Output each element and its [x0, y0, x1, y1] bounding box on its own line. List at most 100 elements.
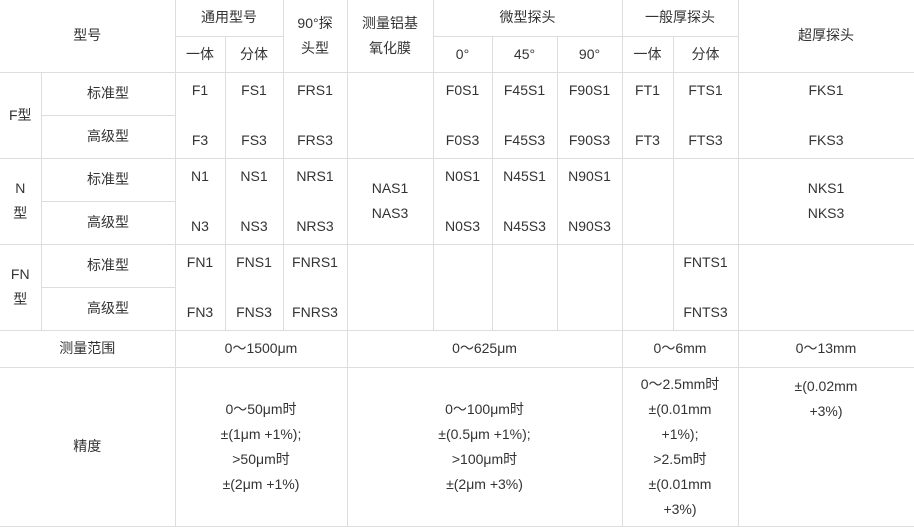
header-thick-split: 分体 [672, 35, 739, 73]
model-code: FNTS3 [683, 304, 728, 320]
group-row-advanced: 高级型 [0, 286, 914, 331]
model-code: NAS1 [371, 180, 409, 196]
precision-line: ±(0.02mm [794, 377, 858, 394]
range-ultra-thick: 0～13mm [737, 330, 914, 368]
header-model: 型号 [0, 0, 176, 73]
model-code: F45S1 [503, 82, 546, 98]
model-cell-micro-0: F0S1 F0S3 [432, 72, 493, 159]
precision-line: 0～50μm时 [225, 400, 297, 417]
header-alumina: 测量铝基 氧化膜 [346, 0, 434, 73]
model-code: FRS3 [297, 132, 333, 148]
model-code: FNRS3 [292, 304, 338, 320]
group-name: FN 型 [0, 243, 42, 331]
model-code: FNS3 [236, 304, 272, 320]
group-row-advanced: 高级型 [0, 114, 914, 159]
header-general-split: 分体 [224, 35, 284, 73]
model-cell-general-split: FNS1 FNS3 [224, 243, 284, 331]
variant-advanced: 高级型 [41, 200, 176, 245]
model-code: FNS1 [236, 254, 272, 270]
range-normal-thick: 0～6mm [621, 330, 739, 368]
model-code: F0S3 [445, 132, 480, 148]
precision-line: +3%) [663, 500, 697, 517]
header-normal-thick: 一般厚探头 [621, 0, 739, 37]
header-micro: 微型探头 [432, 0, 623, 37]
variant-standard: 标准型 [40, 243, 176, 288]
header-micro-90: 90° [556, 35, 623, 73]
variant-advanced: 高级型 [41, 286, 176, 331]
variant-advanced: 高级型 [41, 114, 176, 159]
model-code: NKS1 [807, 180, 845, 196]
model-cell-micro-0: N0S1 N0S3 [432, 157, 493, 245]
header-row-1: 型号 通用型号 90°探 头型 测量铝基 氧化膜 微型探头 一般厚探头 超厚探头 [0, 0, 914, 73]
model-cell-micro-90: F90S1 F90S3 [556, 72, 623, 159]
precision-line: ±(0.01mm [648, 400, 712, 417]
model-code: N0S3 [444, 218, 481, 234]
range-row: 测量范围 0～1500μm 0～625μm 0～6mm 0～13mm [0, 330, 914, 368]
model-cell-probe90: NRS1 NRS3 [282, 157, 348, 245]
model-code: FRS1 [297, 82, 333, 98]
header-probe90: 90°探 头型 [282, 0, 348, 73]
header-micro-45: 45° [491, 35, 558, 73]
model-cell-alumina [346, 243, 434, 331]
range-micro: 0～625μm [346, 330, 623, 368]
precision-ultra-thick: ±(0.02mm +3%) [737, 366, 914, 527]
variant-standard: 标准型 [40, 72, 176, 116]
model-code: FN3 [186, 304, 214, 320]
header-ultra-thick: 超厚探头 [737, 0, 914, 73]
model-cell-general-integrated: N1 N3 [174, 157, 226, 245]
model-code: NRS3 [296, 218, 334, 234]
model-code: FN1 [186, 254, 214, 270]
precision-line: +1%); [661, 425, 699, 442]
model-cell-thick-split [672, 157, 739, 245]
range-general: 0～1500μm [174, 330, 348, 368]
model-cell-probe90: FRS1 FRS3 [282, 72, 348, 159]
model-code: F45S3 [503, 132, 546, 148]
model-cell-alumina [346, 72, 434, 159]
group-row-advanced: 高级型 [0, 200, 914, 245]
model-code: F1 [191, 82, 209, 98]
model-code: FT1 [635, 82, 660, 98]
precision-line: ±(0.5μm +1%); [438, 425, 531, 442]
model-cell-thick-integrated: FT1 FT3 [621, 72, 674, 159]
model-code: FNTS1 [683, 254, 728, 270]
model-code: FS1 [241, 82, 267, 98]
precision-line: >50μm时 [232, 450, 290, 467]
precision-micro: 0～100μm时 ±(0.5μm +1%); >100μm时 ±(2μm +3%) [346, 366, 623, 527]
group-row-standard: FN 型标准型 FN1 FN3 FNS1 FNS3 FNRS1 FNRS3 FNTS1 FNTS3 [0, 243, 914, 331]
precision-line: ±(2μm +1%) [222, 475, 300, 492]
range-label: 测量范围 [0, 330, 176, 368]
precision-line: +3%) [809, 402, 843, 419]
model-code: FTS1 [688, 82, 723, 98]
model-code: F3 [191, 132, 209, 148]
precision-line: 0～2.5mm时 [640, 375, 720, 392]
model-code: FTS3 [688, 132, 723, 148]
precision-general: 0～50μm时 ±(1μm +1%); >50μm时 ±(2μm +1%) [174, 366, 348, 527]
model-code: FKS3 [808, 132, 844, 148]
header-micro-0: 0° [432, 35, 493, 73]
model-cell-probe90: FNRS1 FNRS3 [282, 243, 348, 331]
model-code: FT3 [635, 132, 660, 148]
model-code: N1 [191, 168, 209, 184]
model-code: NAS3 [371, 205, 409, 221]
model-code: N3 [191, 218, 209, 234]
model-cell-thick-integrated [621, 243, 674, 331]
model-cell-micro-45 [491, 243, 558, 331]
model-code: FKS1 [808, 82, 844, 98]
model-code: F90S1 [568, 82, 611, 98]
header-row-2: 一体 分体 0° 45° 90° 一体 分体 [0, 35, 914, 73]
group-row-standard: F型 标准型 F1 F3 FS1 FS3 FRS1 FRS3 F0S1 F0S3 F45S1 F45S… [0, 72, 914, 159]
model-cell-micro-45: N45S1 N45S3 [491, 157, 558, 245]
model-code: N45S3 [503, 218, 546, 234]
model-code: N45S1 [503, 168, 546, 184]
model-cell-micro-0 [432, 243, 493, 331]
precision-line: 0～100μm时 [445, 400, 524, 417]
model-cell-ultra-thick: FKS1 FKS3 [737, 72, 914, 159]
precision-row: 精度 0～50μm时 ±(1μm +1%); >50μm时 ±(2μm +1%) 0～… [0, 366, 914, 527]
model-code: N90S1 [568, 168, 611, 184]
model-code: FNRS1 [292, 254, 338, 270]
precision-label: 精度 [0, 366, 176, 527]
precision-line: ±(2μm +3%) [446, 475, 523, 492]
variant-standard: 标准型 [40, 157, 176, 202]
